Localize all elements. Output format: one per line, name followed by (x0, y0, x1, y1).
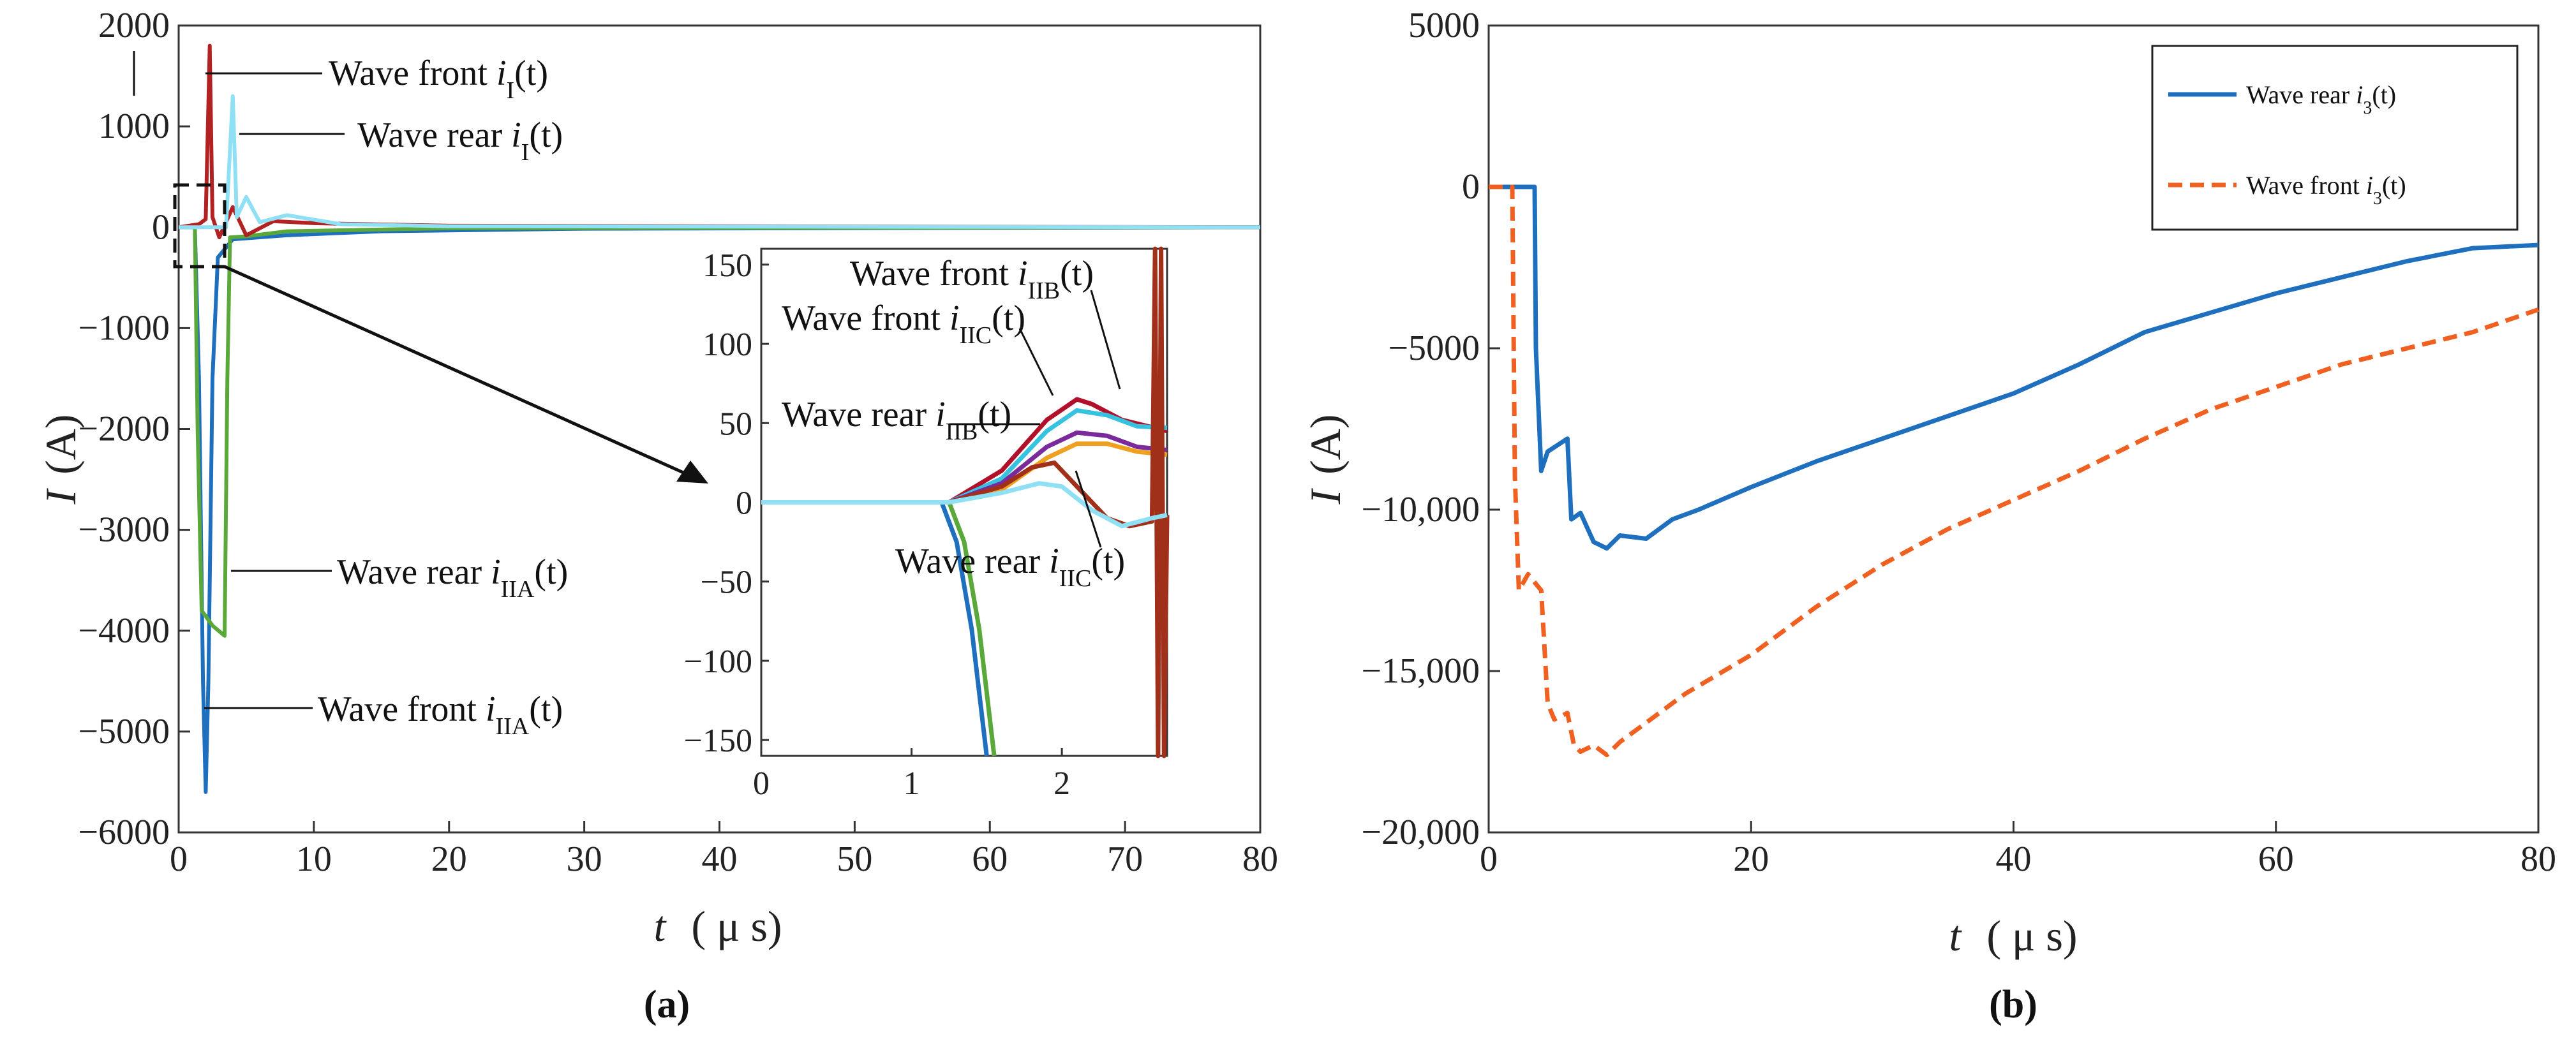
inset-series-line-7 (761, 481, 1168, 529)
panel-a-chart: 200010000−1000−2000−3000−4000−5000−6000 … (36, 6, 1278, 1026)
panel-b-x-tick-label: 40 (1996, 839, 2032, 879)
panel-a-y-tick-label: −5000 (78, 712, 170, 751)
panel-a-x-tick-label: 0 (170, 839, 188, 879)
panel-b-label: (b) (1989, 983, 2037, 1026)
inset-chart: 150 100 50 0 −50 −100 −150 0 1 2 Wave front iIIB… (684, 246, 1170, 802)
zoom-arrowhead (676, 461, 708, 484)
inset-y-tick-label: −50 (701, 565, 752, 601)
inset-annotation-wave-front-iiib: Wave front iIIB(t) (850, 254, 1094, 304)
panel-a-y-tick-label: −2000 (78, 410, 170, 449)
panel-a-series-line-1 (179, 225, 1261, 638)
panel-b-x-tick-label: 60 (2258, 839, 2294, 879)
panel-a-x-tick-label: 80 (1242, 839, 1278, 879)
panel-a-y-ticks: 2000 1000 0 −1000 −2000 −3000 −4000 −5000 −6000 (78, 6, 190, 852)
panel-b-series-line-1 (1489, 184, 2540, 758)
panel-a-y-tick-label: −3000 (78, 510, 170, 550)
zoom-arrow (223, 265, 690, 477)
panel-b-y-tick-label: −5000 (1388, 329, 1480, 368)
panel-a-y-tick-label: −6000 (78, 813, 170, 852)
inset-y-tick-label: 50 (719, 406, 752, 442)
panel-a-leader-lines (133, 51, 345, 709)
panel-a-x-tick-label: 70 (1107, 839, 1143, 879)
panel-a-x-tick-label: 60 (972, 839, 1008, 879)
panel-a-x-tick-label: 10 (296, 839, 332, 879)
inset-series (761, 246, 1170, 758)
panel-b-x-ticks: 0 20 40 60 80 (1480, 821, 2556, 879)
panel-b-y-tick-label: 0 (1462, 167, 1480, 207)
panel-a-y-tick-label: 0 (152, 207, 170, 247)
panel-b-y-tick-label: 5000 (1408, 6, 1480, 45)
inset-annotation-wave-rear-iiib: Wave rear iIIB(t) (782, 395, 1011, 445)
panel-b-y-tick-label: −10,000 (1361, 490, 1480, 529)
legend-label-wave-front: Wave front i3(t) (2246, 171, 2406, 209)
annotation-wave-front-i1: Wave front iI(t) (329, 54, 548, 104)
panel-a-y-tick-label: 1000 (98, 107, 170, 146)
panel-b-x-tick-label: 20 (1733, 839, 1769, 879)
inset-x-tick-label: 0 (753, 765, 770, 802)
panel-b-series-line-0 (1489, 184, 2539, 551)
legend-label-wave-rear: Wave rear i3(t) (2246, 80, 2396, 118)
panel-b-series (1489, 184, 2540, 758)
annotation-wave-front-iiia: Wave front iIIA(t) (318, 690, 563, 740)
legend-box (2151, 45, 2519, 231)
inset-annotation-wave-rear-iiic: Wave rear iIIC(t) (895, 542, 1125, 592)
inset-y-tick-label: −150 (684, 723, 752, 759)
annotation-wave-rear-i1: Wave rear iI(t) (357, 115, 563, 166)
panel-a-x-ticks: 0 10 20 30 40 50 60 70 80 (170, 821, 1278, 879)
inset-leader-lines (949, 290, 1121, 548)
panel-a-label: (a) (644, 983, 690, 1026)
panel-a-x-tick-label: 30 (567, 839, 602, 879)
inset-y-tick-label: 100 (703, 327, 752, 363)
inset-y-ticks: 150 100 50 0 −50 −100 −150 (684, 247, 769, 759)
panel-b-x-axis-label: t( μ s) (1949, 912, 2077, 960)
panel-a-x-axis-label: t( μ s) (653, 902, 782, 950)
annotation-wave-rear-iiia: Wave rear iIIA(t) (337, 552, 568, 603)
panel-b-x-tick-label: 80 (2520, 839, 2556, 879)
panel-b-y-axis-label: I(A) (1301, 414, 1350, 505)
panel-a-y-tick-label: −4000 (78, 611, 170, 651)
panel-a-y-tick-label: 2000 (98, 6, 170, 45)
inset-x-tick-label: 1 (904, 765, 920, 802)
inset-y-tick-label: −100 (684, 644, 752, 680)
panel-a-x-tick-label: 50 (837, 839, 872, 879)
inset-y-tick-label: 0 (736, 485, 752, 522)
inset-x-ticks: 0 1 2 (753, 748, 1070, 802)
panel-a-y-tick-label: −1000 (78, 308, 170, 348)
inset-annotation-wave-front-iiic: Wave front iIIC(t) (782, 299, 1025, 349)
panel-a-y-axis-label: I(A) (36, 414, 85, 505)
panel-a-x-tick-label: 20 (431, 839, 467, 879)
zoom-region-box (173, 183, 227, 269)
panel-b-x-tick-label: 0 (1480, 839, 1498, 879)
panel-b-y-tick-label: −15,000 (1361, 651, 1480, 691)
panel-b-y-ticks: 5000 0 −5000 −10,000 −15,000 −20,000 (1361, 6, 1500, 852)
panel-b-y-tick-label: −20,000 (1361, 813, 1480, 852)
panel-b-legend: Wave rear i3(t) Wave front i3(t) (2151, 45, 2519, 231)
panel-a-x-tick-label: 40 (702, 839, 738, 879)
inset-y-tick-label: 150 (703, 247, 752, 284)
panel-a-series-line-3 (179, 94, 1261, 230)
panel-b-chart: 5000 0 −5000 −10,000 −15,000 −20,000 0 20 40 60 8… (1301, 6, 2556, 1026)
inset-x-tick-label: 2 (1053, 765, 1070, 802)
